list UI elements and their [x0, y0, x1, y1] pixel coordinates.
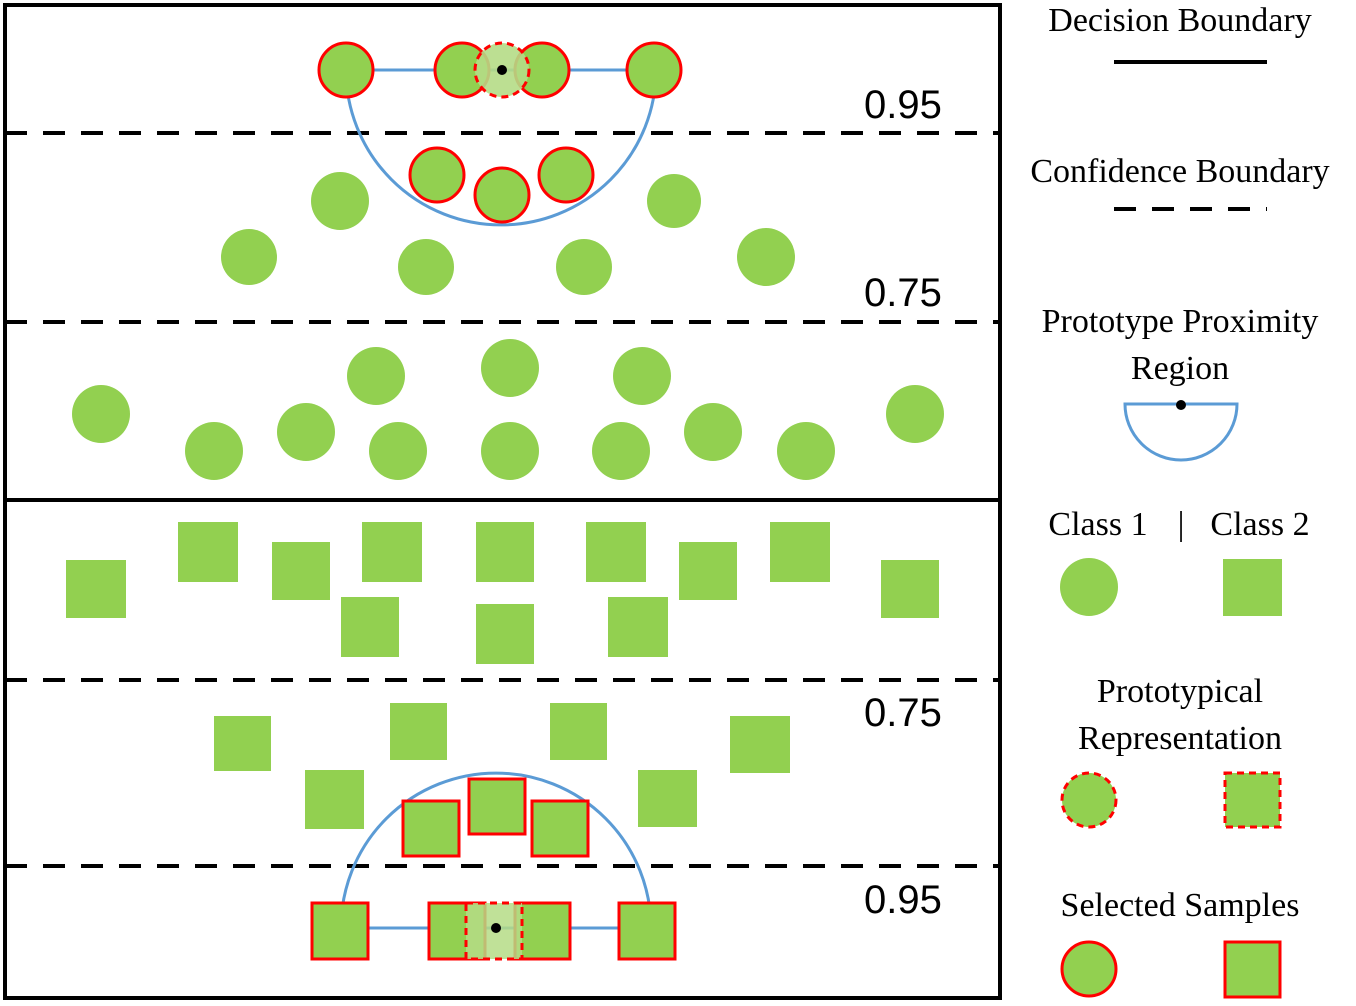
class2-sample	[178, 522, 238, 582]
class2-prototype-center	[491, 923, 501, 933]
class1-sample	[398, 239, 454, 295]
class2-sample	[214, 716, 271, 771]
class1-sample	[613, 347, 671, 405]
class1-sample	[369, 422, 427, 480]
legend-confidence-boundary-label: Confidence Boundary	[1030, 153, 1329, 190]
legend-class1-circle-icon	[1060, 558, 1118, 616]
class1-selected-sample	[537, 146, 595, 204]
class2-sample	[362, 522, 422, 582]
class2-sample	[476, 604, 534, 664]
class1-sample	[886, 385, 944, 443]
class2-selected-sample	[310, 901, 370, 961]
legend-selected-samples-label: Selected Samples	[1061, 887, 1300, 924]
class2-sample	[679, 542, 737, 600]
class2-sample	[608, 597, 668, 657]
class2-sample	[550, 703, 607, 760]
class1-sample	[684, 403, 742, 461]
class2-selected-sample	[513, 901, 572, 961]
class2-sample	[638, 770, 697, 827]
class2-selected-samples	[310, 777, 677, 961]
legend-prototype-circle-icon	[1060, 771, 1118, 829]
class1-selected-sample	[317, 41, 375, 99]
class1-samples	[72, 172, 944, 480]
class1-sample	[311, 172, 369, 230]
class1-selected-sample	[408, 146, 466, 204]
class2-selected-sample	[401, 799, 461, 858]
legend-selected-circle-icon	[1060, 940, 1118, 998]
class1-sample	[72, 385, 130, 443]
class1-sample	[737, 228, 795, 286]
legend-selected-square-icon	[1223, 940, 1282, 999]
threshold-label-c2-lower: 0.95	[864, 878, 942, 922]
class2-sample	[272, 542, 330, 600]
legend-separator: |	[1178, 506, 1185, 543]
class1-selected-sample	[473, 166, 531, 224]
threshold-label-c1-upper: 0.95	[864, 83, 942, 127]
class1-selected-sample	[625, 41, 683, 99]
legend-prototypical-label-line1: Prototypical	[1097, 673, 1263, 710]
class1-sample	[592, 422, 650, 480]
legend-decision-boundary-label: Decision Boundary	[1048, 2, 1311, 39]
class2-sample	[305, 770, 364, 829]
class2-sample	[476, 522, 534, 582]
threshold-label-c1-lower: 0.75	[864, 271, 942, 315]
legend: Decision Boundary Confidence Boundary Pr…	[1030, 2, 1330, 999]
class1-sample	[221, 229, 277, 285]
legend-class2-square-icon	[1223, 559, 1282, 616]
proximity-region-class2	[339, 771, 653, 930]
class2-sample	[881, 560, 939, 618]
class1-sample	[481, 422, 539, 480]
class1-sample	[556, 239, 612, 295]
legend-prototypical-label-line2: Representation	[1078, 720, 1282, 757]
class2-sample	[66, 560, 126, 618]
threshold-label-c2-upper: 0.75	[864, 691, 942, 735]
class2-selected-sample	[530, 799, 590, 858]
legend-proximity-center-icon	[1176, 400, 1186, 410]
class1-sample	[647, 174, 701, 228]
class2-sample	[341, 597, 399, 657]
class1-sample	[481, 339, 539, 397]
class2-sample	[770, 522, 830, 582]
class2-selected-sample	[467, 777, 527, 836]
class2-sample	[390, 703, 447, 760]
class2-selected-sample	[617, 901, 677, 961]
legend-prototype-square-icon	[1223, 771, 1282, 829]
class2-sample	[586, 522, 646, 582]
class1-selected-samples	[317, 41, 683, 224]
class1-prototype-center	[497, 65, 507, 75]
proximity-region-class1	[344, 68, 658, 227]
class1-sample	[277, 403, 335, 461]
legend-class2-label: Class 2	[1210, 506, 1309, 543]
class1-sample	[185, 422, 243, 480]
legend-proximity-region-icon	[1123, 402, 1239, 462]
legend-class1-label: Class 1	[1048, 506, 1147, 543]
legend-proximity-label-line1: Prototype Proximity	[1042, 303, 1319, 340]
class1-sample	[347, 347, 405, 405]
class2-samples	[66, 522, 939, 829]
class2-sample	[730, 716, 790, 773]
legend-proximity-label-line2: Region	[1131, 350, 1229, 387]
class1-sample	[777, 422, 835, 480]
